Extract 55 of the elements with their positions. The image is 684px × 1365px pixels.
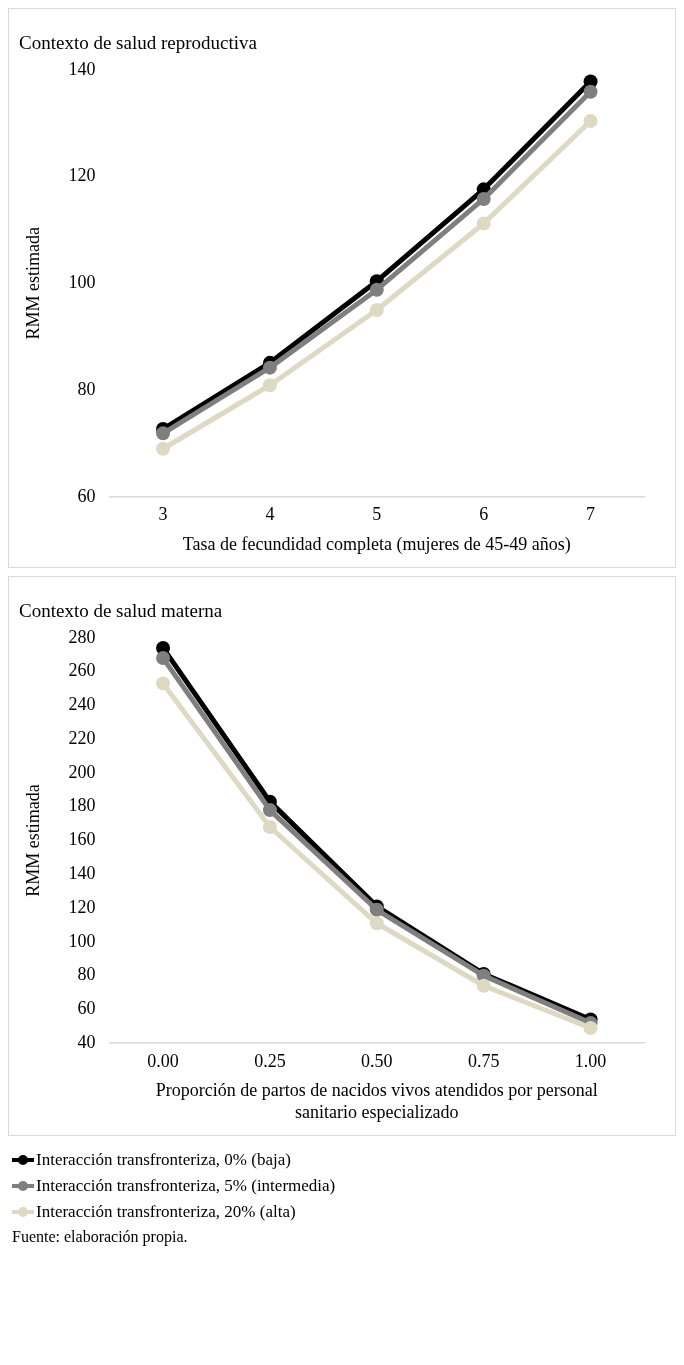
point [262, 819, 277, 834]
source-note: Fuente: elaboración propia. [11, 1228, 189, 1246]
x-tick-label: 4 [265, 504, 275, 525]
y-tick-label: 140 [68, 58, 96, 79]
legend-label: Interacción transfronteriza, 20% (alta) [36, 1202, 296, 1222]
x-axis-title: Proporción de partos de nacidos vivos atendidos por personal sanitario especializado [155, 1080, 598, 1122]
x-tick-label: 6 [479, 504, 489, 525]
y-tick-label: 220 [68, 727, 96, 748]
point [369, 282, 384, 297]
x-tick-label: 5 [372, 504, 382, 525]
y-tick-label: 140 [68, 863, 96, 884]
y-tick-label: 60 [77, 485, 96, 506]
y-tick-label: 60 [77, 998, 96, 1019]
chart-title: Contexto de salud materna [19, 600, 223, 622]
point [476, 191, 491, 206]
x-tick-label: 0.25 [254, 1050, 286, 1071]
x-tick-label: 1.00 [574, 1050, 607, 1071]
y-tick-label: 240 [68, 694, 96, 715]
x-axis-title: Tasa de fecundidad completa (mujeres de 45-49 años) [182, 533, 571, 555]
y-axis-title: RMM estimada [22, 784, 43, 897]
chart-title: Contexto de salud reproductiva [19, 32, 258, 54]
x-tick-label: 0.75 [467, 1050, 500, 1071]
y-tick-label: 160 [68, 829, 96, 850]
x-tick-label: 3 [158, 504, 168, 525]
y-tick-label: 280 [68, 626, 96, 647]
y-tick-label: 260 [68, 660, 96, 681]
point [262, 803, 277, 818]
y-tick-label: 180 [68, 795, 96, 816]
y-tick-label: 120 [68, 165, 96, 186]
point [156, 426, 171, 441]
point [156, 651, 171, 666]
point [262, 360, 277, 375]
point [369, 302, 384, 317]
legend-label: Interacción transfronteriza, 0% (baja) [36, 1150, 291, 1170]
point [369, 916, 384, 931]
point [156, 441, 171, 456]
y-tick-label: 200 [68, 761, 96, 782]
point [476, 978, 491, 993]
y-tick-label: 100 [68, 272, 96, 293]
point [156, 676, 171, 691]
y-tick-label: 40 [77, 1031, 96, 1052]
y-tick-label: 120 [68, 896, 96, 917]
point [583, 84, 598, 99]
y-axis-title: RMM estimada [22, 227, 43, 340]
legend-label: Interacción transfronteriza, 5% (intermedia) [36, 1176, 336, 1196]
point [583, 1021, 598, 1035]
x-tick-label: 0.00 [147, 1050, 179, 1071]
point [476, 216, 491, 231]
point [583, 114, 598, 129]
x-tick-label: 7 [586, 504, 596, 525]
y-tick-label: 80 [77, 378, 96, 399]
x-tick-label: 0.50 [361, 1050, 393, 1071]
y-tick-label: 80 [77, 964, 96, 985]
point [262, 378, 277, 393]
y-tick-label: 100 [68, 930, 96, 951]
